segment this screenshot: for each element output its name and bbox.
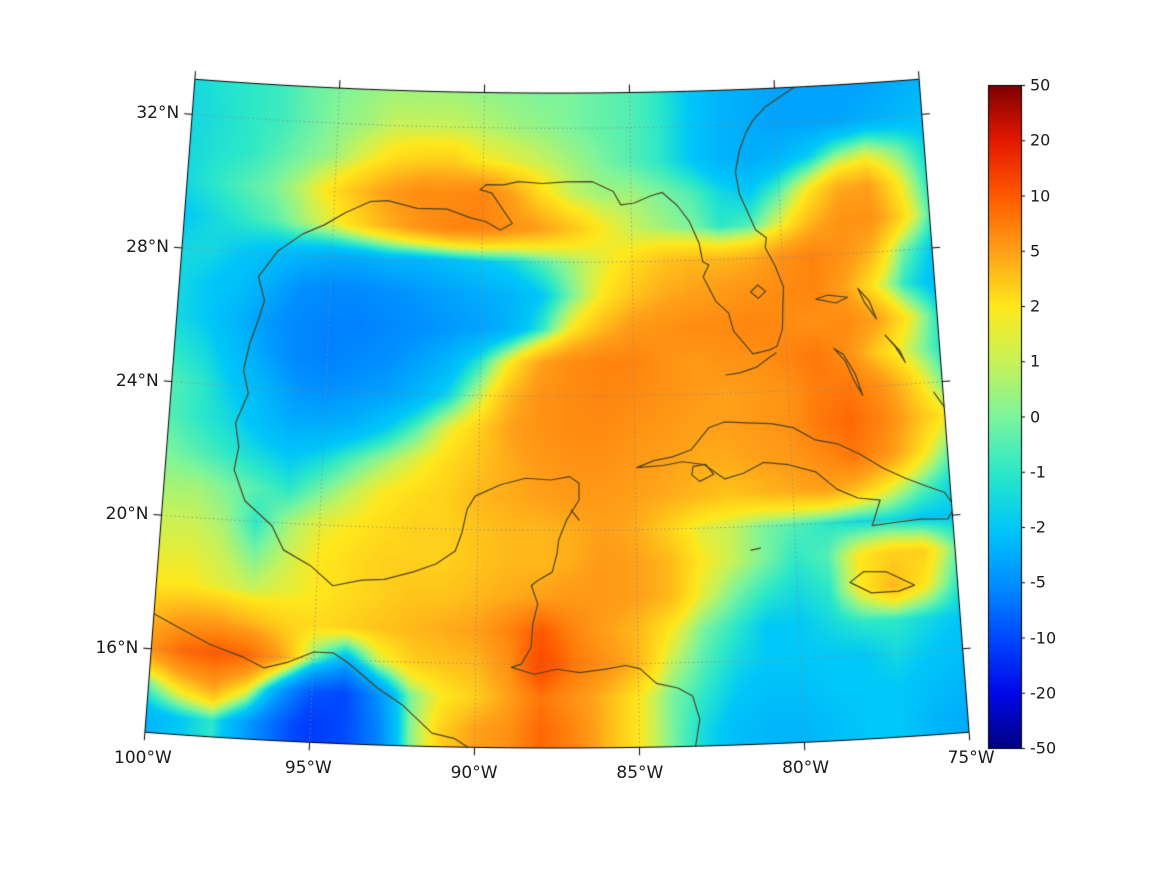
- figure: 100°W 95°W 90°W 85°W 80°W 75°W 32°N 28°N 24°N 20°…: [0, 0, 1167, 875]
- map-heatmap-canvas: [0, 0, 1167, 875]
